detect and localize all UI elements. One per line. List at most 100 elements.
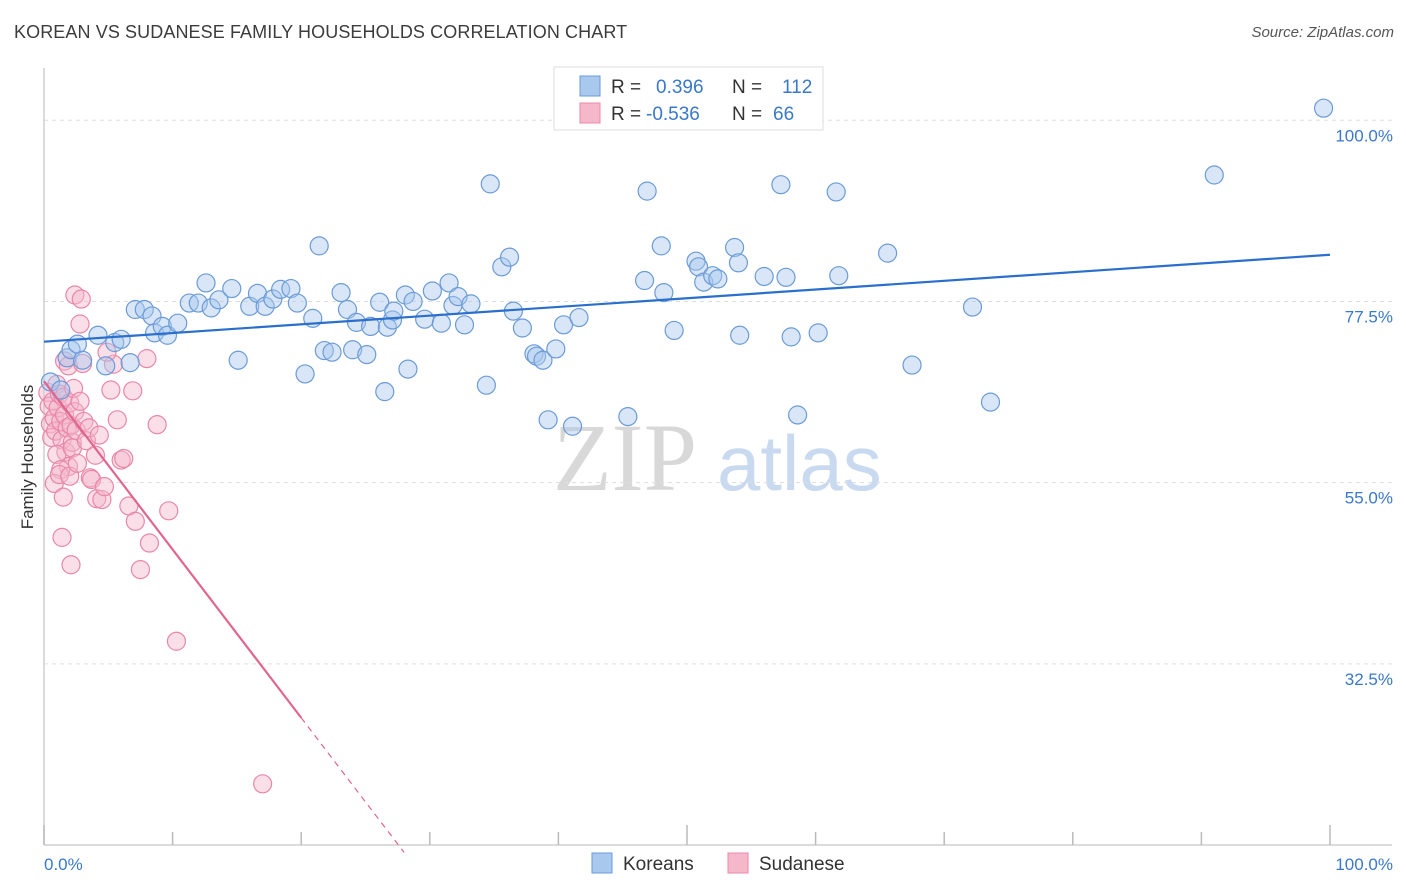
korean-point <box>331 282 351 303</box>
korean-point <box>546 339 566 359</box>
korean-point <box>415 309 435 329</box>
sudanese-trendline-extension <box>300 717 405 853</box>
legend-sudanese-r-value: -0.536 <box>646 104 700 125</box>
korean-point <box>538 410 558 430</box>
korean-point <box>287 293 307 313</box>
korean-point <box>295 364 315 384</box>
korean-point <box>222 278 242 299</box>
korean-point <box>196 273 216 293</box>
sudanese-point <box>101 380 121 400</box>
legend-bottom: Koreans Sudanese <box>591 852 845 875</box>
sudanese-point <box>159 501 179 521</box>
korean-point <box>708 269 728 289</box>
legend-sudanese-r-label: R = <box>611 104 641 125</box>
korean-point <box>553 315 574 335</box>
korean-point <box>569 307 589 328</box>
korean-point <box>398 359 418 379</box>
korean-point <box>781 327 801 347</box>
korean-point <box>454 315 475 335</box>
korean-point <box>209 290 229 310</box>
korean-point <box>533 350 553 370</box>
legend-sudanese-n-value: 66 <box>773 104 794 125</box>
sudanese-point <box>67 453 88 473</box>
korean-point <box>980 392 1001 412</box>
sudanese-point <box>123 381 143 401</box>
legend-korean-n-value: 112 <box>782 77 812 98</box>
korean-point <box>787 405 808 425</box>
korean-point <box>255 296 275 316</box>
sudanese-point <box>70 391 90 411</box>
korean-point <box>263 289 283 309</box>
legend-bottom-korean-label: Koreans <box>623 854 694 875</box>
legend-top: R = 0.396 N = 112 R = -0.536 N = 66 <box>553 66 824 131</box>
y-tick-label: 55.0% <box>1345 489 1393 508</box>
sudanese-point <box>130 559 151 580</box>
x-ticks <box>43 825 1331 845</box>
korean-point <box>703 266 723 286</box>
korean-points <box>40 98 1334 436</box>
sudanese-point <box>147 415 167 435</box>
legend-sudanese-n-label: N = <box>732 104 762 125</box>
sudanese-point <box>114 448 134 469</box>
y-tick-label: 100.0% <box>1335 126 1393 145</box>
korean-point <box>902 355 922 375</box>
legend-korean-n-label: N = <box>732 77 762 98</box>
korean-point <box>499 247 520 267</box>
sudanese-point <box>87 489 107 509</box>
korean-point <box>637 181 657 201</box>
legend-bottom-sudanese-label: Sudanese <box>759 854 845 875</box>
legend-sudanese-swatch <box>579 102 601 124</box>
korean-point <box>96 356 116 376</box>
sudanese-point <box>62 432 82 452</box>
korean-point <box>562 416 583 436</box>
x-tick-label-max: 100.0% <box>1335 855 1393 874</box>
sudanese-point <box>52 527 72 547</box>
watermark: ZIP atlas <box>553 404 882 511</box>
korean-point <box>829 266 849 286</box>
sudanese-point <box>53 487 73 507</box>
korean-point <box>512 318 532 338</box>
korean-point <box>826 182 846 202</box>
korean-point <box>431 313 451 333</box>
sudanese-point <box>253 774 273 794</box>
sudanese-point <box>166 631 187 651</box>
korean-point <box>618 407 638 427</box>
korean-point <box>357 344 377 365</box>
korean-point <box>754 266 774 287</box>
korean-point <box>375 382 395 402</box>
korean-point <box>724 237 745 258</box>
korean-point <box>228 350 248 370</box>
korean-trendline <box>43 253 1331 343</box>
watermark-atlas: atlas <box>717 419 882 507</box>
korean-point <box>771 175 791 195</box>
sudanese-point <box>58 356 79 376</box>
korean-point <box>346 312 367 332</box>
korean-point <box>651 236 671 256</box>
y-tick-label: 77.5% <box>1345 307 1393 326</box>
korean-point <box>634 270 655 291</box>
korean-point <box>476 375 496 395</box>
x-tick-label-min: 0.0% <box>44 855 83 874</box>
korean-point <box>271 279 291 299</box>
korean-point <box>878 243 898 263</box>
legend-korean-r-value: 0.396 <box>656 77 704 98</box>
korean-point <box>664 320 684 341</box>
y-axis-label: Family Households <box>18 385 37 530</box>
gridlines <box>44 119 1392 665</box>
korean-point <box>111 329 131 349</box>
korean-point <box>422 281 442 301</box>
korean-point <box>776 267 796 287</box>
korean-point <box>88 325 108 345</box>
korean-point <box>142 306 162 326</box>
korean-point <box>152 316 172 337</box>
source-credit: Source: ZipAtlas.com <box>1251 24 1394 41</box>
axes <box>43 68 1392 846</box>
korean-point <box>384 301 404 321</box>
sudanese-point <box>71 289 91 309</box>
korean-point <box>188 293 208 313</box>
korean-point <box>72 350 93 370</box>
chart-title: KOREAN VS SUDANESE FAMILY HOUSEHOLDS COR… <box>14 22 628 42</box>
korean-point <box>1204 165 1224 185</box>
sudanese-point <box>139 533 160 553</box>
